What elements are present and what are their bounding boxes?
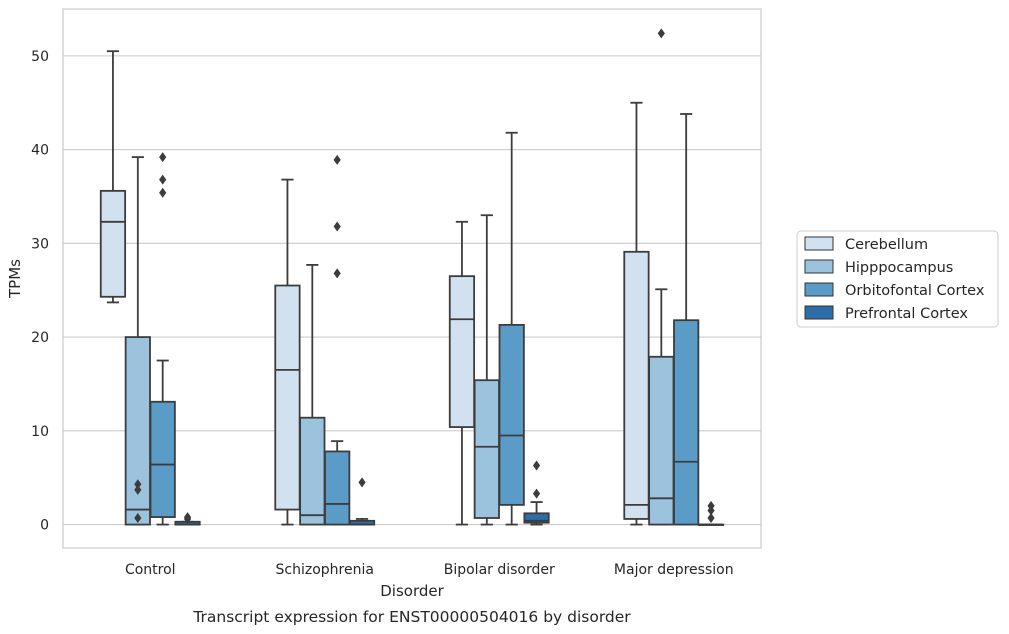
chart-caption: Transcript expression for ENST0000050401…: [192, 608, 631, 626]
x-tick-label: Schizophrenia: [276, 562, 374, 578]
outlier-point: [183, 513, 192, 524]
box-prefrontal-cortex: [348, 477, 376, 526]
outlier-point: [707, 505, 715, 516]
x-tick-label: Major depression: [614, 562, 734, 578]
y-tick-label: 50: [31, 49, 49, 65]
legend-label: Cerebellum: [845, 237, 928, 253]
x-axis-title: Disorder: [380, 582, 444, 600]
outlier-point: [159, 187, 167, 198]
x-tick-label: Bipolar disorder: [444, 562, 555, 578]
box-orbitofontal-cortex: [673, 113, 700, 526]
legend-swatch: [804, 259, 834, 274]
y-tick-label: 10: [31, 424, 49, 440]
outlier-point: [134, 479, 142, 490]
box-orbitofontal-cortex: [149, 152, 176, 526]
box-iqr: [448, 275, 476, 428]
box-iqr: [299, 416, 326, 526]
y-tick-label: 40: [31, 143, 49, 159]
box-iqr: [149, 400, 176, 518]
plot-area-frame: [62, 8, 762, 549]
box-iqr: [498, 324, 525, 506]
box-prefrontal-cortex: [523, 460, 550, 526]
box-iqr: [324, 450, 351, 526]
box-iqr: [473, 379, 500, 519]
outlier-point: [333, 221, 341, 232]
outlier-point: [358, 477, 366, 488]
outlier-point: [134, 513, 142, 524]
box-orbitofontal-cortex: [324, 154, 351, 526]
y-tick-label: 20: [31, 330, 49, 346]
box-hipppocampus: [299, 264, 326, 526]
box-orbitofontal-cortex: [498, 131, 525, 526]
boxes: [99, 28, 725, 526]
legend-swatch: [804, 282, 834, 297]
y-axis-ticks: 0 10 20 30 40 50: [31, 49, 49, 534]
box-iqr: [274, 284, 301, 511]
outlier-point: [159, 152, 167, 163]
box-cerebellum: [99, 50, 127, 304]
box-cerebellum: [623, 101, 650, 526]
box-prefrontal-cortex: [174, 512, 201, 526]
outlier-point: [159, 174, 167, 185]
legend-swatch: [804, 236, 834, 251]
x-axis-ticks: Control Schizophrenia Bipolar disorder Majo…: [125, 562, 734, 578]
box-prefrontal-cortex: [697, 500, 725, 526]
outlier-point: [333, 154, 341, 165]
gridlines: [63, 55, 761, 526]
outlier-point: [707, 513, 715, 524]
box-iqr: [124, 336, 151, 526]
box-iqr: [623, 250, 650, 520]
box-iqr: [673, 319, 700, 526]
box-hipppocampus: [124, 156, 151, 526]
box-hipppocampus: [648, 28, 675, 526]
y-tick-label: 0: [40, 518, 49, 534]
outlier-point: [134, 484, 142, 495]
y-axis-title: TPMs: [6, 259, 24, 299]
x-tick-label: Control: [125, 562, 176, 578]
legend-swatch: [804, 305, 834, 320]
legend-label: Prefrontal Cortex: [845, 306, 968, 322]
legend-label: Orbitofontal Cortex: [845, 283, 985, 299]
legend-label: Hipppocampus: [845, 260, 953, 276]
box-cerebellum: [274, 178, 301, 526]
box-cerebellum: [448, 220, 476, 526]
outlier-point: [532, 460, 541, 471]
box-iqr: [648, 355, 675, 526]
legend: Cerebellum Hipppocampus Orbitofontal Corte…: [796, 230, 999, 328]
box-hipppocampus: [473, 214, 500, 526]
outlier-point: [657, 28, 665, 39]
box-iqr: [99, 189, 127, 298]
outlier-point: [532, 488, 541, 499]
y-tick-label: 30: [31, 236, 49, 252]
legend-frame: [796, 230, 999, 328]
outlier-point: [333, 268, 341, 279]
box-iqr: [523, 512, 550, 524]
